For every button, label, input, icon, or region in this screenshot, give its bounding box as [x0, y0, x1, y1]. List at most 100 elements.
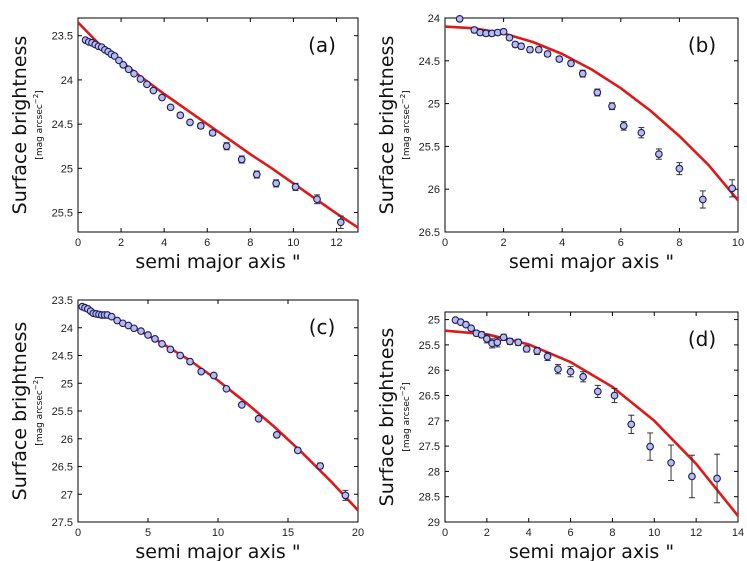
data-point [467, 324, 476, 333]
y-axis-unit-text: [mag arcsec [35, 390, 45, 446]
data-point [252, 170, 261, 179]
x-tick-label: 6 [204, 237, 210, 249]
data-point [646, 442, 654, 451]
data-point [499, 333, 508, 342]
x-tick-label: 4 [559, 237, 565, 249]
data-point [272, 431, 281, 439]
y-tick-label: 24 [61, 75, 73, 87]
data-point [130, 69, 138, 78]
data-point [186, 357, 194, 366]
y-tick-label: 25.5 [52, 406, 73, 418]
y-tick-label: 29 [428, 517, 440, 529]
x-tick-label: 14 [732, 527, 744, 539]
x-tick-label: 10 [648, 527, 660, 539]
y-axis-unit-close: ] [402, 90, 412, 94]
x-tick-label: 20 [352, 527, 364, 539]
y-axis-unit-text: [mag arcsec [402, 396, 412, 452]
data-point [176, 111, 185, 120]
data-point [130, 324, 138, 333]
data-point [316, 462, 325, 470]
data-point [728, 184, 736, 193]
data-point [514, 338, 523, 347]
data-point [579, 372, 587, 381]
data-point [124, 65, 133, 74]
y-tick-label: 24.5 [52, 119, 73, 131]
data-point [291, 183, 300, 191]
x-tick-label: 2 [118, 237, 124, 249]
y-tick-label: 25.5 [419, 340, 440, 352]
panel-d: 0 2 4 6 8 10 12 14 25 25.5 26 26.5 27 27.5 28 28.5 29 sem… [376, 311, 744, 561]
x-tick-label: 2 [484, 527, 490, 539]
x-tick-label: 8 [609, 527, 615, 539]
panel-label: (a) [308, 33, 336, 57]
y-tick-label: 25 [428, 99, 440, 111]
y-tick-label: 25 [61, 378, 73, 390]
data-point [578, 69, 587, 78]
data-point [144, 331, 152, 339]
y-axis-unit-close: ] [35, 376, 45, 380]
x-tick-label: 6 [618, 237, 624, 249]
data-point [107, 312, 116, 321]
data-point [222, 142, 231, 151]
y-tick-label: 24 [428, 13, 440, 25]
data-point [222, 384, 231, 393]
data-point [610, 391, 619, 400]
y-tick-label: 27 [61, 489, 73, 501]
y-tick-label: 23.5 [52, 295, 73, 307]
x-tick-label: 12 [330, 237, 342, 249]
y-axis-unit: [mag arcsec−2] [32, 376, 45, 445]
data-point [499, 27, 508, 36]
data-point [667, 458, 675, 467]
data-point [197, 367, 206, 376]
data-point [272, 179, 281, 188]
y-axis-label: Surface brightness [376, 36, 398, 215]
data-point [543, 352, 552, 361]
y-axis-unit-exponent: −2 [399, 386, 407, 396]
data-point [493, 338, 502, 347]
y-tick-label: 28.5 [419, 492, 440, 504]
data-point [593, 88, 602, 97]
x-tick-label: 10 [287, 237, 299, 249]
panel-c: 0 5 10 15 20 23.5 24 24.5 25 25.5 26 26.5 27 27.5 semi… [9, 295, 364, 561]
y-tick-label: 25.5 [419, 141, 440, 153]
data-point [293, 446, 302, 455]
y-axis-unit: [mag arcsec−2] [399, 90, 412, 159]
y-tick-label: 25 [61, 163, 73, 175]
data-point [554, 365, 562, 374]
y-axis-unit-text: [mag arcsec [35, 104, 45, 160]
data-point [713, 474, 721, 483]
data-point [688, 472, 696, 481]
x-tick-label: 4 [526, 527, 532, 539]
y-tick-label: 26.5 [419, 390, 440, 402]
data-point [209, 371, 218, 380]
x-tick-label: 8 [676, 237, 682, 249]
data-point [567, 59, 575, 68]
y-tick-label: 25.5 [52, 208, 73, 220]
y-axis-unit-text: [mag arcsec [402, 104, 412, 160]
data-point [176, 351, 185, 360]
data-point [149, 86, 158, 95]
data-point [517, 42, 526, 51]
data-point [254, 414, 263, 423]
y-tick-label: 24.5 [419, 56, 440, 68]
panel-label: (b) [688, 33, 716, 57]
x-axis-label: semi major axis " [509, 541, 674, 561]
y-axis-unit-close: ] [35, 90, 45, 94]
data-point [119, 61, 128, 69]
data-point [158, 93, 166, 102]
data-point [505, 33, 514, 42]
data-point [151, 335, 159, 343]
data-point [698, 195, 707, 204]
x-tick-label: 8 [247, 237, 253, 249]
x-tick-label: 0 [442, 527, 448, 539]
y-tick-label: 26 [428, 184, 440, 196]
y-tick-label: 24 [61, 323, 73, 335]
y-tick-label: 26 [61, 434, 73, 446]
y-axis-unit-exponent: −2 [399, 94, 407, 104]
fit-line [445, 329, 738, 517]
data-point [158, 339, 166, 348]
y-tick-label: 24.5 [52, 351, 73, 363]
plot-frame [444, 311, 739, 523]
data-point [208, 129, 217, 137]
